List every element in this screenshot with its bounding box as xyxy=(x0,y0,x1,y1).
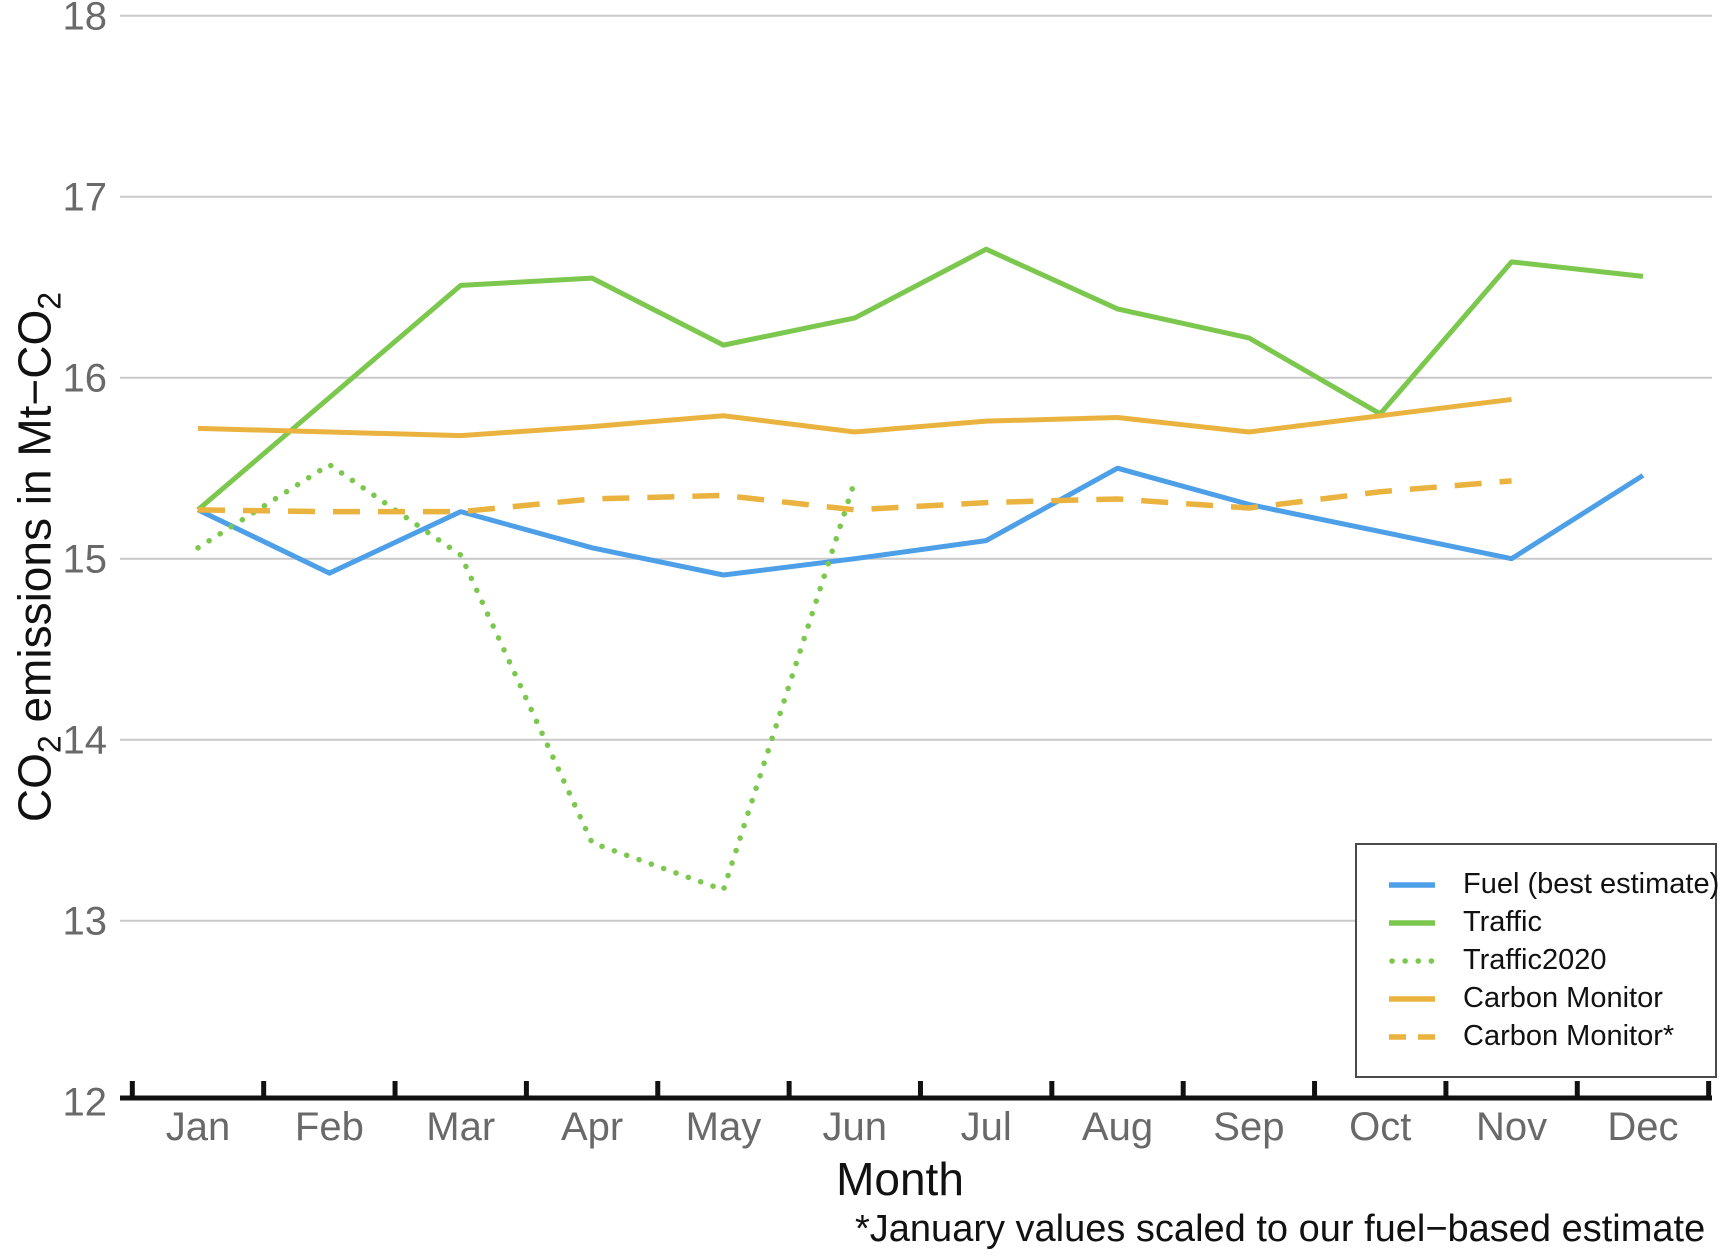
legend: Fuel (best estimate) Traffic Traffic2020 Ca… xyxy=(1355,843,1719,1078)
x-tick-label-jan: Jan xyxy=(166,1105,231,1149)
series-line-fuel-best-estimate xyxy=(196,465,1645,578)
y-tick-label-16: 16 xyxy=(63,357,108,401)
series-line-carbon-monitor xyxy=(197,478,1512,515)
legend-item-traffic2020: Traffic2020 xyxy=(1387,944,1715,976)
y-tick-label-14: 14 xyxy=(63,719,108,763)
legend-line-sample-fuel-best-estimate xyxy=(1389,881,1435,888)
x-tick-label-feb: Feb xyxy=(295,1105,364,1149)
y-tick-label-17: 17 xyxy=(63,176,108,220)
x-tick-label-may: May xyxy=(686,1105,762,1149)
y-tick-label-18: 18 xyxy=(63,0,108,39)
x-tick-label-nov: Nov xyxy=(1476,1105,1547,1149)
x-tick-label-oct: Oct xyxy=(1349,1105,1411,1149)
y-tick-label-13: 13 xyxy=(63,900,108,944)
x-tick-label-jun: Jun xyxy=(823,1105,888,1149)
legend-label-carbon-monitor: Carbon Monitor xyxy=(1463,982,1663,1014)
legend-label-traffic: Traffic xyxy=(1463,906,1542,938)
x-tick-label-aug: Aug xyxy=(1082,1105,1153,1149)
series-line-traffic xyxy=(196,246,1644,512)
legend-label-fuel-best-estimate: Fuel (best estimate) xyxy=(1463,868,1720,900)
legend-line-sample-traffic xyxy=(1389,919,1435,926)
y-tick-label-15: 15 xyxy=(63,538,108,582)
x-tick-label-apr: Apr xyxy=(561,1105,623,1149)
legend-line-sample-traffic2020 xyxy=(1389,957,1437,964)
legend-line-sample-carbon-monitor xyxy=(1389,995,1435,1002)
y-tick-label-12: 12 xyxy=(63,1081,108,1125)
x-tick-label-dec: Dec xyxy=(1607,1105,1678,1149)
x-tick-label-mar: Mar xyxy=(426,1105,495,1149)
series-line-traffic2020 xyxy=(195,461,858,893)
legend-label-traffic2020: Traffic2020 xyxy=(1463,944,1607,976)
series-line-carbon-monitor xyxy=(197,396,1512,439)
footnote: *January values scaled to our fuel−based… xyxy=(855,1208,1706,1250)
legend-item-carbon-monitor: Carbon Monitor xyxy=(1387,982,1715,1014)
y-axis-title: CO2 emissions in Mt−CO2 xyxy=(8,291,68,823)
legend-item-carbon-monitor: Carbon Monitor* xyxy=(1387,1020,1715,1052)
legend-line-sample-carbon-monitor xyxy=(1389,1033,1435,1040)
x-axis-title: Month xyxy=(836,1153,964,1205)
legend-item-traffic: Traffic xyxy=(1387,906,1715,938)
legend-label-carbon-monitor: Carbon Monitor* xyxy=(1463,1020,1675,1052)
legend-item-fuel-best-estimate: Fuel (best estimate) xyxy=(1387,868,1719,900)
x-tick-label-jul: Jul xyxy=(961,1105,1012,1149)
x-tick-label-sep: Sep xyxy=(1213,1105,1284,1149)
